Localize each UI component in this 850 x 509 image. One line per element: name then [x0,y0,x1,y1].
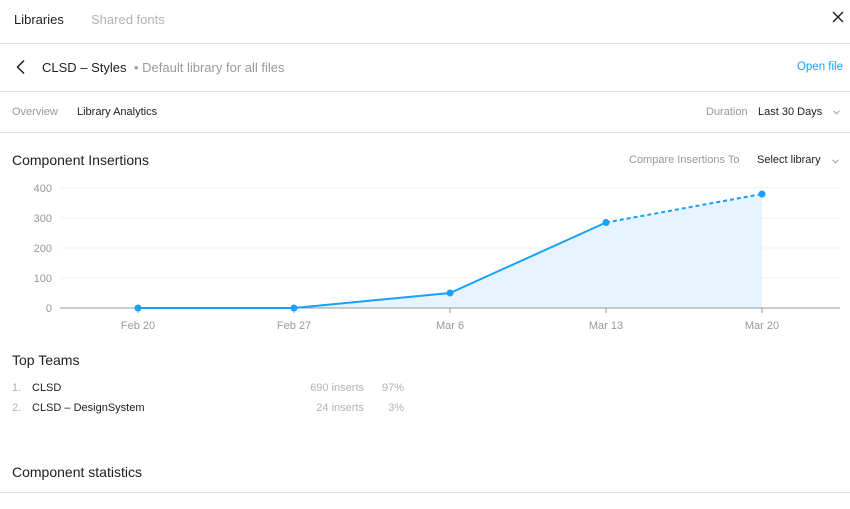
chevron-down-icon[interactable] [832,159,839,164]
team-percent: 3% [388,402,404,414]
analytics-subnav: Overview Library Analytics Duration Last… [0,92,850,133]
team-row: 1. CLSD 690 inserts 97% [0,382,420,398]
component-insertions-title: Component Insertions [12,152,149,168]
team-percent: 97% [381,382,404,394]
x-tick-label: Feb 20 [121,320,155,332]
y-tick-label: 300 [34,213,52,225]
library-file-name: CLSD – Styles [42,60,127,75]
data-point [290,304,298,312]
data-point [446,289,454,297]
back-arrow-icon[interactable] [15,59,27,75]
component-insertions-chart: 0 100 200 300 400 Feb 20 Feb 27 Mar 6 Mar 13 Mar … [34,183,840,332]
compare-library-select[interactable]: Select library [757,154,821,166]
y-tick-label: 400 [34,183,52,195]
library-tabs: Libraries Shared fonts [0,0,850,44]
x-tick-label: Feb 27 [277,320,311,332]
team-rank: 1. [12,382,22,394]
projected-line [605,193,763,224]
chevron-down-icon[interactable] [833,110,840,115]
tab-libraries[interactable]: Libraries [14,12,64,27]
library-file-subtitle: • Default library for all files [134,60,285,75]
close-icon[interactable] [832,11,844,23]
data-point [602,219,610,226]
series-line [138,221,607,309]
top-teams-title: Top Teams [12,352,80,368]
compare-insertions-label: Compare Insertions To [629,154,740,166]
duration-label: Duration [706,106,748,118]
tab-library-analytics[interactable]: Library Analytics [77,106,158,118]
file-header: CLSD – Styles • Default library for all … [0,44,850,92]
data-point [758,190,766,198]
y-tick-label: 0 [46,303,52,315]
team-row: 2. CLSD – DesignSystem 24 inserts 3% [0,402,420,418]
team-inserts: 24 inserts [316,402,364,414]
tab-overview[interactable]: Overview [12,106,58,118]
data-point [134,304,142,312]
x-tick-label: Mar 13 [589,320,623,332]
team-name: CLSD [32,382,62,394]
x-tick-label: Mar 20 [745,320,779,332]
component-statistics-title: Component statistics [12,464,142,480]
divider [0,492,850,493]
tab-shared-fonts[interactable]: Shared fonts [91,12,165,27]
team-inserts: 690 inserts [310,382,364,394]
x-tick-label: Mar 6 [436,320,464,332]
team-rank: 2. [12,402,22,414]
y-tick-label: 200 [34,243,52,255]
duration-select[interactable]: Last 30 Days [758,106,823,118]
team-name: CLSD – DesignSystem [32,402,145,414]
open-file-link[interactable]: Open file [796,61,843,73]
y-tick-label: 100 [34,273,52,285]
